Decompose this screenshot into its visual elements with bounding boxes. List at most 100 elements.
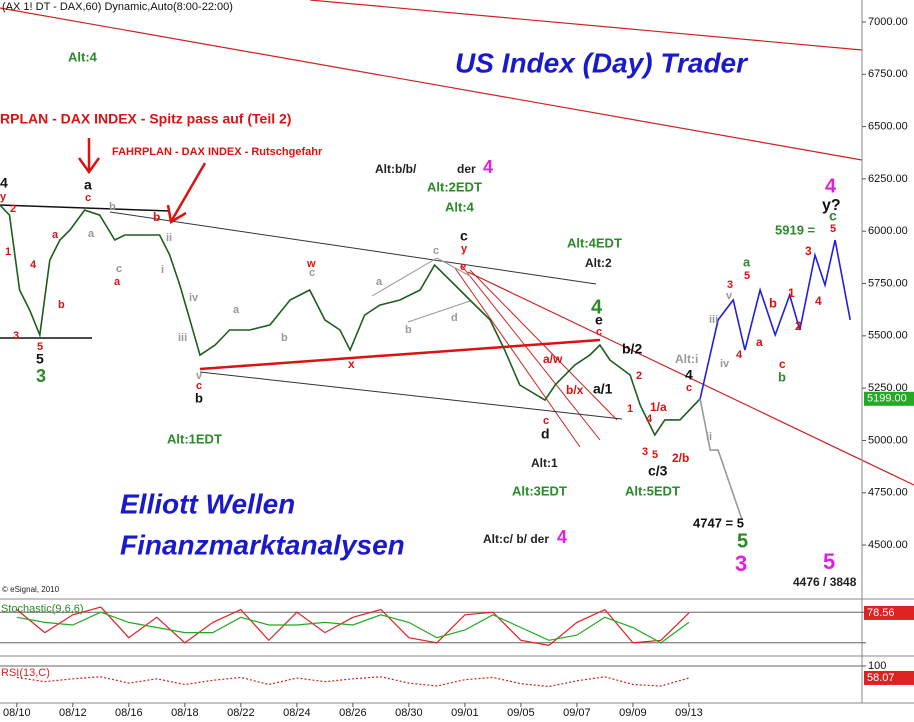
annotation: a — [743, 254, 751, 269]
annotation: 4747 = 5 — [693, 515, 744, 530]
trendline — [109, 211, 597, 285]
annotation: 4 — [557, 527, 567, 547]
annotation: iii — [709, 314, 718, 326]
annotation: Alt:4 — [445, 199, 475, 214]
trendline — [0, 204, 171, 212]
annotation: iv — [189, 292, 199, 304]
annotation: 4 — [815, 294, 822, 308]
annotation: 5 — [652, 449, 658, 461]
last-value-label: 58.07 — [867, 672, 895, 684]
annotation: y — [461, 243, 468, 255]
y-tick-label: 5000.00 — [868, 434, 908, 446]
annotation: b — [58, 299, 65, 311]
annotation: 2/b — [672, 451, 689, 465]
annotation: 1 — [627, 403, 633, 415]
annotation: 4 — [30, 259, 37, 271]
annotation: Alt:5EDT — [625, 483, 680, 498]
annotation: b/x — [566, 383, 584, 397]
trendline — [0, 7, 863, 161]
annotation: 4 — [646, 413, 653, 425]
annotation: y? — [822, 197, 841, 214]
annotation: c — [433, 245, 439, 257]
last-value-label: 78.56 — [867, 607, 895, 619]
annotation: 3 — [727, 279, 733, 291]
annotation: x — [348, 357, 355, 371]
trendline — [454, 267, 581, 448]
annotation: 5 — [37, 341, 43, 353]
x-tick-label: 08/12 — [59, 707, 87, 719]
annotation: 3 — [805, 244, 812, 258]
annotation: 4 — [0, 175, 8, 191]
annotation: y — [0, 191, 7, 203]
trendline — [199, 371, 623, 420]
annotation: Alt:4 — [68, 49, 98, 64]
annotation: a — [52, 229, 59, 241]
annotation: 2 — [636, 370, 642, 382]
y-tick-label: 5750.00 — [868, 277, 908, 289]
annotation: Alt:4EDT — [567, 235, 622, 250]
annotation: 4 — [591, 296, 603, 318]
panel-title: RSI(13,C) — [1, 667, 50, 679]
annotation: Alt:2EDT — [427, 179, 482, 194]
annotation: 2 — [795, 319, 802, 333]
annotation: c — [686, 382, 692, 394]
annotation: iv — [720, 358, 730, 370]
annotation: Elliott Wellen — [120, 488, 295, 519]
annotation: ii — [706, 431, 712, 443]
annotation: b — [153, 210, 160, 224]
x-tick-label: 09/01 — [451, 707, 479, 719]
y-tick-label: 4750.00 — [868, 487, 908, 499]
series-group — [16, 676, 690, 688]
annotation: i — [161, 264, 164, 276]
annotation: b — [281, 332, 288, 344]
x-tick-label: 09/13 — [675, 707, 703, 719]
annotation: c — [116, 263, 122, 275]
series-line — [16, 611, 690, 644]
x-tick-label: 09/05 — [507, 707, 535, 719]
last-value-label: 5199.00 — [867, 393, 907, 405]
annotation: iii — [178, 332, 187, 344]
annotation: d — [541, 426, 550, 442]
y-tick-label: 4500.00 — [868, 539, 908, 551]
annotation: ii — [166, 232, 172, 244]
x-tick-label: 08/26 — [339, 707, 367, 719]
last-value-tag — [864, 391, 914, 406]
arrow-head — [166, 204, 187, 225]
annotation: 3 — [13, 330, 19, 342]
annotation: 5919 = — [775, 222, 816, 237]
annotation: 3 — [642, 446, 648, 458]
annotation: Alt:3EDT — [512, 483, 567, 498]
x-tick-label: 08/16 — [115, 707, 143, 719]
y-tick-label: 6000.00 — [868, 225, 908, 237]
series-group — [0, 204, 851, 521]
annotation: w — [306, 258, 316, 270]
annotation: c — [460, 228, 468, 244]
annotation: 5 — [823, 549, 835, 574]
last-value-tag — [864, 605, 914, 620]
arrow — [170, 162, 207, 221]
trendline — [309, 0, 863, 51]
arrows — [77, 138, 207, 225]
annotation: 5 — [737, 530, 748, 552]
trendline — [371, 257, 471, 297]
annotation: e — [595, 312, 603, 328]
annotation: a — [233, 304, 240, 316]
y-tick-label: 6500.00 — [868, 120, 908, 132]
annotation: US Index (Day) Trader — [455, 47, 749, 78]
annotation: d — [451, 312, 458, 324]
annotation: b — [405, 324, 412, 336]
annotation: b — [195, 390, 203, 405]
series-group — [16, 606, 690, 647]
annotation: c — [543, 415, 549, 427]
annotation: e — [460, 261, 466, 273]
annotation: c — [596, 326, 602, 338]
annotation: c — [779, 357, 786, 371]
annotation: © eSignal, 2010 — [2, 585, 60, 594]
panel-borders — [0, 0, 914, 704]
annotation: 5 — [830, 223, 836, 235]
y-tick-label: 7000.00 — [868, 16, 908, 28]
annotation: v — [726, 290, 733, 302]
annotation: a — [114, 276, 121, 288]
